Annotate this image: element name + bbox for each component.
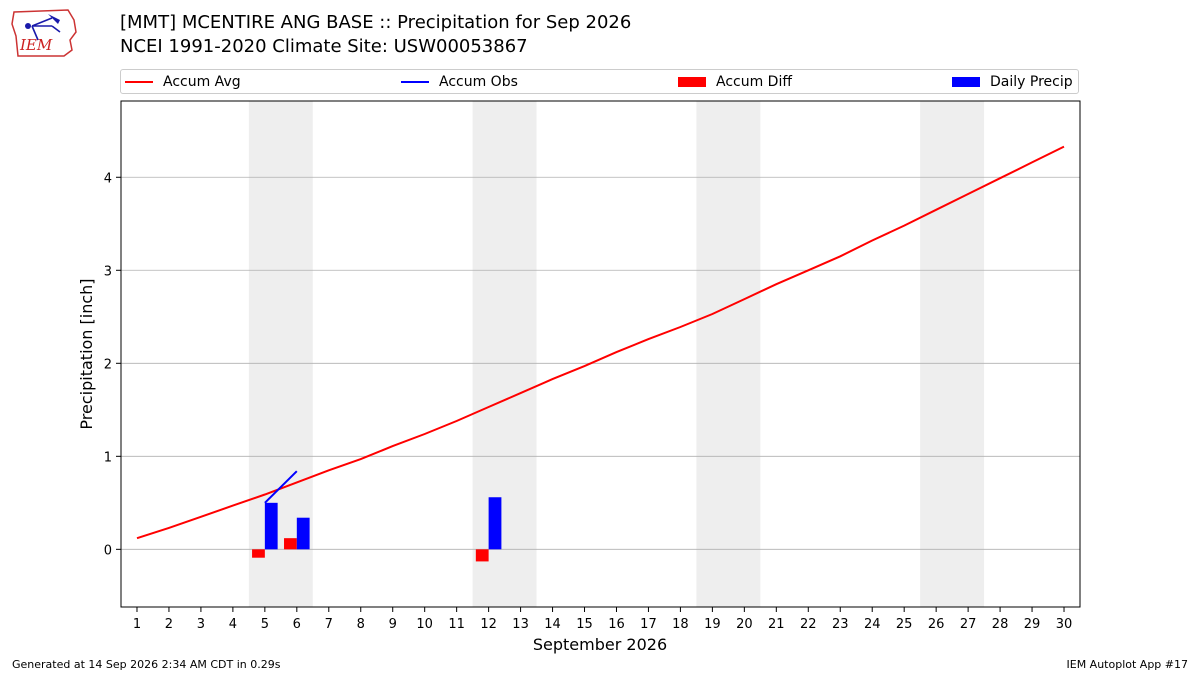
x-tick-label-6: 6 [293, 617, 301, 632]
x-tick-label-18: 18 [672, 617, 689, 632]
daily-precip-bar-6 [296, 517, 310, 550]
x-tick-label-16: 16 [608, 617, 625, 632]
chart-title: [MMT] MCENTIRE ANG BASE :: Precipitation… [120, 12, 632, 33]
y-tick-label-1: 1 [104, 450, 112, 465]
legend-label-daily-precip: Daily Precip [990, 74, 1073, 90]
accum-diff-bar-5 [252, 549, 265, 558]
x-tick-label-4: 4 [229, 617, 237, 632]
generated-timestamp: Generated at 14 Sep 2026 2:34 AM CDT in … [12, 658, 281, 671]
x-axis-ticks: 1 2 3 4 5 6 7 8 9 10 11 12 13 14 15 16 17 18 19 20 21 22 23 24 2… [133, 607, 1072, 632]
x-tick-label-17: 17 [640, 617, 657, 632]
lines [136, 145, 1065, 540]
y-tick-label-0: 0 [104, 543, 112, 558]
x-tick-label-12: 12 [480, 617, 497, 632]
x-tick-label-11: 11 [448, 617, 465, 632]
weekend-band-3 [920, 101, 985, 607]
x-tick-label-15: 15 [576, 617, 593, 632]
x-tick-label-24: 24 [864, 617, 881, 632]
daily-precip-bar-12 [488, 497, 502, 550]
x-tick-label-3: 3 [197, 617, 205, 632]
x-tick-label-20: 20 [736, 617, 753, 632]
legend-label-accum-avg: Accum Avg [163, 74, 241, 90]
weekend-band-1 [472, 101, 537, 607]
x-tick-label-30: 30 [1056, 617, 1073, 632]
legend-item-daily-precip: Daily Precip [952, 73, 1073, 91]
x-tick-label-13: 13 [512, 617, 529, 632]
logo-text: IEM [19, 36, 53, 54]
x-tick-label-21: 21 [768, 617, 785, 632]
legend-swatch-accum-avg [125, 81, 153, 83]
legend-swatch-accum-diff [678, 77, 706, 87]
weekend-bands [248, 101, 985, 607]
legend-item-accum-obs: Accum Obs [401, 73, 518, 91]
x-tick-label-23: 23 [832, 617, 849, 632]
legend-item-accum-avg: Accum Avg [125, 73, 241, 91]
accum-obs-line [264, 470, 298, 504]
x-tick-label-25: 25 [896, 617, 913, 632]
y-grid [121, 176, 1080, 550]
x-tick-label-2: 2 [165, 617, 173, 632]
x-tick-label-28: 28 [992, 617, 1009, 632]
x-tick-label-7: 7 [325, 617, 333, 632]
accum-avg-line [136, 145, 1065, 540]
x-tick-label-22: 22 [800, 617, 817, 632]
legend-label-accum-diff: Accum Diff [716, 74, 793, 90]
legend-swatch-daily-precip [952, 77, 980, 87]
x-tick-label-26: 26 [928, 617, 945, 632]
legend-swatch-accum-obs [401, 81, 429, 83]
plot-frame [120, 100, 1081, 608]
x-tick-label-14: 14 [544, 617, 561, 632]
chart-subtitle: NCEI 1991-2020 Climate Site: USW00053867 [120, 36, 528, 57]
y-tick-label-4: 4 [104, 171, 112, 186]
legend-item-accum-diff: Accum Diff [678, 73, 792, 91]
x-tick-label-10: 10 [416, 617, 433, 632]
x-tick-label-1: 1 [133, 617, 141, 632]
weekend-band-0 [248, 101, 313, 607]
legend-label-accum-obs: Accum Obs [439, 74, 518, 90]
legend: Accum Avg Accum Obs Accum Diff Daily Pre… [120, 69, 1079, 94]
app-id: IEM Autoplot App #17 [1066, 658, 1189, 671]
x-tick-label-5: 5 [261, 617, 269, 632]
accum-diff-bar-12 [475, 549, 489, 562]
x-tick-label-19: 19 [704, 617, 721, 632]
bars [252, 497, 502, 562]
x-tick-label-27: 27 [960, 617, 977, 632]
x-tick-label-29: 29 [1024, 617, 1041, 632]
weekend-band-2 [696, 101, 761, 607]
x-tick-label-8: 8 [357, 617, 365, 632]
daily-precip-bar-5 [264, 502, 278, 550]
iem-logo: IEM [11, 9, 77, 57]
y-axis-label: Precipitation [inch] [77, 278, 96, 429]
x-tick-label-9: 9 [389, 617, 397, 632]
x-axis-label: September 2026 [533, 635, 667, 654]
y-tick-label-3: 3 [104, 264, 112, 279]
y-tick-label-2: 2 [104, 357, 112, 372]
accum-diff-bar-6 [284, 538, 297, 550]
y-axis-ticks: 0 1 2 3 4 [104, 171, 121, 558]
